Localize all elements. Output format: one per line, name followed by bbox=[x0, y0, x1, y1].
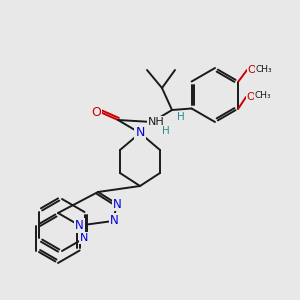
Text: CH₃: CH₃ bbox=[256, 64, 272, 74]
Text: CH₃: CH₃ bbox=[255, 92, 271, 100]
Text: N: N bbox=[112, 197, 122, 211]
Text: N: N bbox=[135, 127, 145, 140]
Text: NH: NH bbox=[148, 117, 164, 127]
Text: O: O bbox=[91, 106, 101, 118]
Text: N: N bbox=[80, 233, 89, 243]
Text: H: H bbox=[162, 126, 170, 136]
Text: O: O bbox=[247, 92, 255, 102]
Text: N: N bbox=[75, 219, 84, 232]
Text: O: O bbox=[248, 65, 256, 75]
Text: N: N bbox=[110, 214, 118, 226]
Text: H: H bbox=[177, 112, 185, 122]
